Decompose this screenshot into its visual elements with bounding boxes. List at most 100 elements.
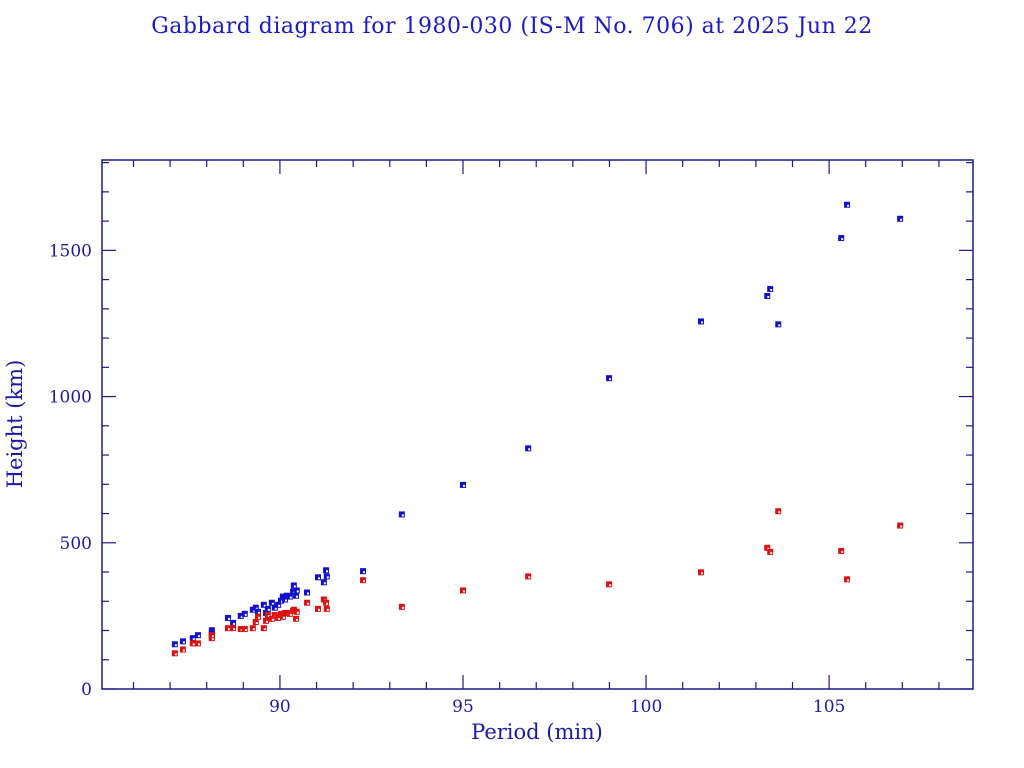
apogee-point — [171, 641, 178, 648]
apogee-marker-notch — [174, 644, 177, 647]
apogee-marker-notch — [778, 324, 781, 327]
apogee-marker-notch — [227, 617, 230, 620]
perigee-point — [237, 626, 244, 633]
apogee-point — [268, 599, 275, 606]
apogee-point — [838, 235, 845, 242]
apogee-point — [264, 605, 271, 612]
perigee-point — [208, 632, 215, 639]
apogee-marker-notch — [296, 595, 299, 598]
perigee-point — [764, 544, 771, 551]
apogee-point — [194, 632, 201, 639]
perigee-marker-notch — [326, 602, 329, 605]
apogee-marker-notch — [257, 611, 260, 614]
apogee-point — [293, 592, 300, 599]
perigee-marker-notch — [182, 649, 185, 652]
apogee-marker-notch — [307, 592, 310, 595]
apogee-marker-notch — [363, 571, 366, 574]
apogee-marker-notch — [326, 570, 329, 573]
perigee-marker-notch — [240, 629, 243, 632]
apogee-point — [775, 321, 782, 328]
apogee-point — [320, 579, 327, 586]
perigee-point — [194, 640, 201, 647]
perigee-point — [323, 599, 330, 606]
perigee-point — [767, 548, 774, 555]
perigee-point — [264, 612, 271, 619]
apogee-point — [398, 511, 405, 518]
apogee-marker-notch — [462, 484, 465, 487]
perigee-marker-notch — [307, 602, 310, 605]
apogee-marker-notch — [252, 609, 255, 612]
perigee-point — [268, 615, 275, 622]
perigee-marker-notch — [528, 576, 531, 579]
apogee-point — [323, 567, 330, 574]
perigee-point — [230, 625, 237, 632]
perigee-point — [525, 573, 532, 580]
apogee-marker-notch — [255, 607, 258, 610]
apogee-point — [230, 619, 237, 626]
perigee-point — [263, 617, 270, 624]
apogee-marker-notch — [240, 615, 243, 618]
perigee-point — [252, 619, 259, 626]
perigee-marker-notch — [263, 628, 266, 631]
apogee-point — [252, 604, 259, 611]
apogee-marker-notch — [700, 321, 703, 324]
apogee-marker-notch — [278, 604, 281, 607]
perigee-marker-notch — [900, 525, 903, 528]
perigee-point — [360, 577, 367, 584]
x-axis-label: Period (min) — [471, 720, 603, 744]
perigee-marker-notch — [767, 547, 770, 550]
y-tick-label: 500 — [60, 534, 92, 554]
apogee-marker-notch — [244, 613, 247, 616]
apogee-marker-notch — [609, 378, 612, 381]
perigee-point — [171, 650, 178, 657]
perigee-point — [697, 569, 704, 576]
perigee-point — [189, 640, 196, 647]
perigee-marker-notch — [227, 628, 230, 631]
apogee-point — [260, 601, 267, 608]
data-points — [171, 201, 904, 657]
apogee-point — [241, 610, 248, 617]
apogee-marker-notch — [197, 635, 200, 638]
apogee-marker-notch — [767, 295, 770, 298]
apogee-point — [459, 481, 466, 488]
x-tick-label: 90 — [269, 697, 291, 717]
apogee-point — [844, 201, 851, 208]
apogee-marker-notch — [770, 288, 773, 291]
apogee-point — [290, 582, 297, 589]
perigee-point — [897, 522, 904, 529]
apogee-marker-notch — [271, 602, 274, 605]
perigee-marker-notch — [192, 643, 195, 646]
apogee-point — [224, 614, 231, 621]
apogee-marker-notch — [281, 600, 284, 603]
perigee-point — [179, 646, 186, 653]
y-tick-label: 1000 — [49, 388, 92, 408]
x-tick-label: 105 — [813, 697, 845, 717]
apogee-marker-notch — [528, 448, 531, 451]
perigee-marker-notch — [211, 638, 214, 641]
perigee-marker-notch — [244, 629, 247, 632]
apogee-marker-notch — [401, 514, 404, 517]
apogee-point — [525, 445, 532, 452]
perigee-point — [293, 615, 300, 622]
perigee-marker-notch — [296, 618, 299, 621]
perigee-marker-notch — [778, 511, 781, 514]
apogee-marker-notch — [900, 218, 903, 221]
perigee-point — [398, 603, 405, 610]
x-tick-label: 95 — [452, 697, 474, 717]
axis-ticks — [102, 160, 973, 690]
perigee-marker-notch — [282, 616, 285, 619]
apogee-marker-notch — [293, 585, 296, 588]
apogee-point — [286, 593, 293, 600]
perigee-point — [315, 605, 322, 612]
apogee-point — [189, 635, 196, 642]
perigee-point — [844, 576, 851, 583]
perigee-point — [260, 625, 267, 632]
perigee-marker-notch — [401, 606, 404, 609]
perigee-marker-notch — [462, 590, 465, 593]
apogee-point — [179, 638, 186, 645]
apogee-marker-notch — [326, 576, 329, 579]
apogee-marker-notch — [274, 607, 277, 610]
perigee-point — [224, 625, 231, 632]
perigee-marker-notch — [197, 643, 200, 646]
apogee-marker-notch — [285, 599, 288, 602]
